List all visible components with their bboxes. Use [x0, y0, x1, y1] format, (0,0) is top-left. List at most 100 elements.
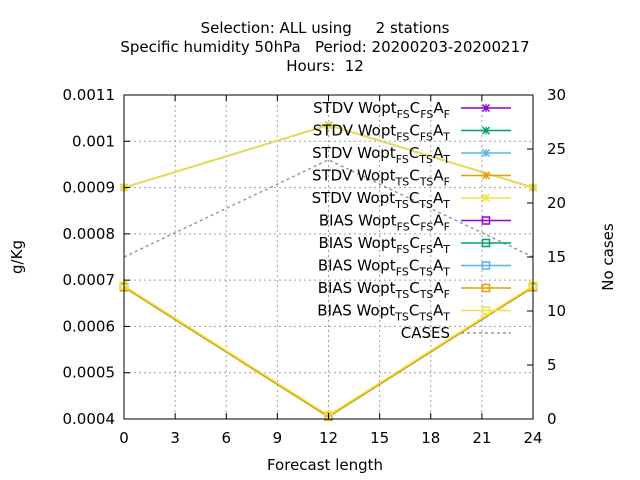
- legend-entry-subscript: FS: [420, 131, 433, 144]
- x-tick-label: 21: [472, 429, 491, 447]
- legend-entry-name: STDV Wopt: [312, 167, 396, 185]
- legend-entry-letter: C: [409, 167, 419, 185]
- legend-entry-letter: A: [433, 302, 444, 320]
- legend-entry-subscript: FS: [397, 221, 410, 234]
- y-tick-label: 0.0005: [63, 364, 116, 382]
- y-tick-label: 0.0009: [63, 179, 116, 197]
- legend-entry-subscript: TS: [418, 311, 433, 324]
- y-tick-label: 0.0008: [63, 225, 116, 243]
- legend-entry-name: BIAS Wopt: [318, 279, 396, 297]
- legend-sample-marker: [481, 216, 491, 225]
- legend-entry-name: STDV Wopt: [313, 122, 397, 140]
- legend-sample-marker: [481, 126, 491, 135]
- legend-entry-subscript: FS: [396, 131, 409, 144]
- y-tick-label: 0.0004: [63, 410, 116, 428]
- legend-entry-letter: A: [433, 234, 444, 252]
- legend-entry-letter: A: [433, 257, 444, 275]
- title-line-3: Hours: 12: [286, 57, 364, 75]
- legend-sample-marker: [481, 238, 491, 248]
- x-tick-label: 9: [273, 429, 283, 447]
- legend-entry-label: CASES: [401, 324, 450, 342]
- legend-sample-marker: [481, 283, 491, 293]
- title-line-2: Specific humidity 50hPa Period: 20200203…: [120, 38, 529, 56]
- legend-entry-subscript: FS: [420, 221, 433, 234]
- legend-entry-letter: C: [409, 302, 419, 320]
- legend-entry-name: CASES: [401, 324, 450, 342]
- legend-entry-label: STDV WoptFSCTSAT: [312, 144, 450, 166]
- legend-entry-subscript: FS: [396, 266, 409, 279]
- legend-entry-letter: A: [433, 279, 444, 297]
- y-tick-label: 0.001: [72, 132, 115, 150]
- legend-entry-letter: C: [409, 234, 419, 252]
- legend-entry-letter: A: [433, 167, 444, 185]
- x-tick-label: 24: [523, 429, 542, 447]
- legend-entry-subscript: TS: [394, 311, 409, 324]
- legend-entry-subscript: FS: [420, 243, 433, 256]
- legend-entry-subscript: T: [442, 153, 450, 166]
- chart-title: Selection: ALL using 2 stations Specific…: [120, 19, 529, 75]
- legend-entry-label: BIAS WoptTSCTSAT: [317, 302, 450, 324]
- legend-entry-label: BIAS WoptFSCTSAT: [318, 257, 450, 279]
- legend-entry-label: STDV WoptTSCTSAF: [312, 167, 450, 189]
- legend-entry-subscript: F: [444, 221, 450, 234]
- y2-axis-label: No cases: [599, 223, 617, 291]
- legend-entry-letter: A: [433, 99, 444, 117]
- legend-entry-subscript: TS: [418, 198, 433, 211]
- legend-entry-label: BIAS WoptFSCFSAF: [319, 212, 450, 234]
- legend-entry-letter: C: [410, 99, 420, 117]
- legend-entry-letter: C: [410, 212, 420, 230]
- legend-entry-label: STDV WoptTSCTSAT: [312, 189, 451, 211]
- legend-sample-marker: [481, 261, 491, 270]
- legend-entry-label: BIAS WoptFSCFSAT: [318, 234, 450, 256]
- legend-entry-subscript: TS: [395, 176, 410, 189]
- y2-tick-label: 0: [547, 410, 557, 428]
- x-tick-label: 18: [421, 429, 440, 447]
- legend-entry-subscript: TS: [418, 153, 433, 166]
- y2-tick-label: 25: [547, 140, 566, 158]
- legend-sample-marker: [481, 148, 491, 158]
- legend-entry-subscript: FS: [397, 108, 410, 121]
- legend-entry-subscript: TS: [394, 198, 409, 211]
- legend-entry-subscript: FS: [396, 153, 409, 166]
- legend-entry-subscript: T: [442, 311, 450, 324]
- y2-tick-label: 15: [547, 248, 566, 266]
- legend-entry-subscript: T: [442, 266, 450, 279]
- y2-tick-label: 5: [547, 356, 557, 374]
- y2-tick-label: 10: [547, 302, 566, 320]
- y-tick-label: 0.0007: [63, 271, 116, 289]
- legend-entry-subscript: F: [444, 288, 450, 301]
- legend-entry-subscript: FS: [396, 243, 409, 256]
- legend-entry-subscript: F: [444, 176, 450, 189]
- y-tick-label: 0.0006: [63, 317, 116, 335]
- legend-entry-name: BIAS Wopt: [318, 257, 396, 275]
- legend-entry-subscript: TS: [419, 176, 434, 189]
- legend-entry-label: BIAS WoptTSCTSAF: [318, 279, 450, 301]
- legend-entry-letter: C: [409, 144, 419, 162]
- legend-entry-letter: A: [433, 212, 444, 230]
- legend-entry-letter: C: [409, 122, 419, 140]
- data-point: [324, 121, 333, 130]
- y-tick-label: 0.0011: [63, 86, 116, 104]
- axes: 0 3 6 9 12 15 18 21 24 0.0004 0.0005 0.0006 0.0007 0.…: [63, 86, 567, 447]
- x-tick-label: 3: [170, 429, 180, 447]
- x-tick-label: 0: [119, 429, 129, 447]
- y2-tick-label: 30: [547, 86, 566, 104]
- legend-sample-marker: [481, 193, 491, 203]
- legend-entry-subscript: T: [442, 198, 450, 211]
- legend-entry-subscript: TS: [418, 266, 433, 279]
- legend-entry-subscript: TS: [419, 288, 434, 301]
- legend-sample-marker: [481, 103, 491, 113]
- legend-sample-marker: [481, 171, 491, 180]
- legend-entry-name: BIAS Wopt: [319, 212, 397, 230]
- x-tick-label: 12: [319, 429, 338, 447]
- legend-entry-subscript: T: [442, 243, 450, 256]
- legend-entry-label: STDV WoptFSCFSAT: [313, 122, 451, 144]
- legend-entry-letter: C: [409, 189, 419, 207]
- grid: [124, 95, 533, 419]
- legend-entry-letter: C: [409, 257, 419, 275]
- legend-entry-label: STDV WoptFSCFSAF: [313, 99, 450, 121]
- legend-entry-letter: A: [433, 144, 444, 162]
- x-axis-label: Forecast length: [267, 456, 383, 474]
